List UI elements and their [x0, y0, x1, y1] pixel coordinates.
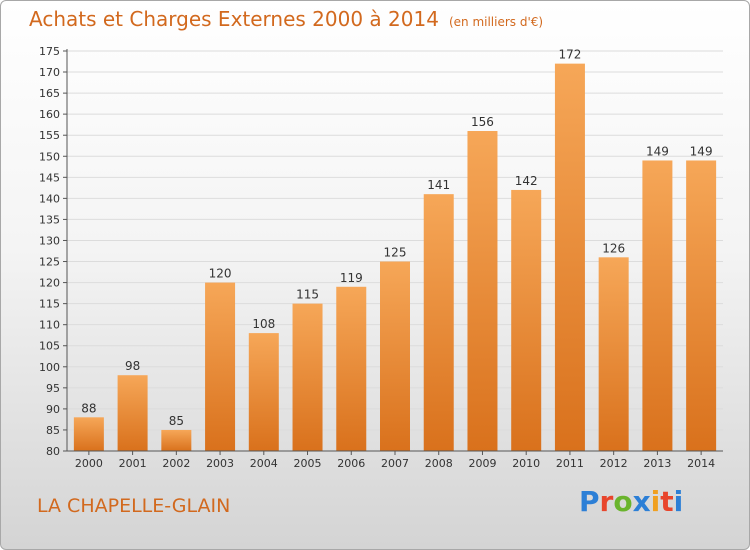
- bar-value-label: 142: [515, 174, 538, 188]
- x-tick-label: 2005: [294, 457, 322, 470]
- x-tick-label: 2008: [425, 457, 453, 470]
- x-tick-label: 2009: [468, 457, 496, 470]
- chart-title-text: Achats et Charges Externes 2000 à 2014: [29, 7, 439, 31]
- x-tick-label: 2006: [337, 457, 365, 470]
- y-tick-label: 165: [39, 87, 60, 100]
- x-tick-label: 2014: [687, 457, 715, 470]
- bar-value-label: 115: [296, 288, 319, 302]
- chart-unit: (en milliers d'€): [448, 15, 544, 29]
- y-tick-label: 175: [39, 45, 60, 58]
- x-tick-label: 2002: [162, 457, 190, 470]
- x-tick-label: 2004: [250, 457, 278, 470]
- bar-value-label: 149: [646, 144, 669, 158]
- y-tick-label: 145: [39, 171, 60, 184]
- x-tick-label: 2011: [556, 457, 584, 470]
- y-tick-label: 140: [39, 192, 60, 205]
- bar: [686, 160, 717, 451]
- y-tick-label: 80: [46, 445, 60, 458]
- bar: [598, 257, 629, 451]
- y-tick-label: 110: [39, 319, 60, 332]
- bars-layer: [73, 63, 717, 451]
- chart-title: Achats et Charges Externes 2000 à 2014 (e…: [29, 7, 543, 31]
- x-tick-label: 2012: [600, 457, 628, 470]
- bar: [511, 189, 542, 451]
- bar: [642, 160, 673, 451]
- bar-value-label: 172: [558, 48, 581, 62]
- x-tick-label: 2010: [512, 457, 540, 470]
- bar: [117, 375, 148, 451]
- commune-name: LA CHAPELLE-GLAIN: [37, 495, 231, 517]
- y-tick-label: 155: [39, 129, 60, 142]
- y-tick-label: 125: [39, 256, 60, 269]
- bar: [336, 286, 367, 451]
- bar: [554, 63, 585, 451]
- y-tick-label: 115: [39, 298, 60, 311]
- x-tick-label: 2003: [206, 457, 234, 470]
- bar-value-label: 125: [384, 246, 407, 260]
- y-tick-label: 160: [39, 108, 60, 121]
- bar-value-label: 98: [125, 359, 140, 373]
- y-tick-label: 150: [39, 150, 60, 163]
- y-tick-label: 135: [39, 213, 60, 226]
- x-tick-label: 2007: [381, 457, 409, 470]
- bar-value-label: 85: [169, 414, 184, 428]
- logo-letter: o: [613, 485, 633, 518]
- bar-value-label: 126: [602, 241, 625, 255]
- y-tick-label: 120: [39, 277, 60, 290]
- x-tick-label: 2001: [119, 457, 147, 470]
- bar-value-label: 156: [471, 115, 494, 129]
- bar-value-label: 120: [209, 267, 232, 281]
- y-tick-label: 100: [39, 361, 60, 374]
- bar: [248, 333, 279, 451]
- bar: [423, 194, 454, 451]
- bar: [205, 282, 236, 451]
- x-tick-label: 2013: [643, 457, 671, 470]
- x-tick-label: 2000: [75, 457, 103, 470]
- bar: [73, 417, 104, 451]
- bar-value-label: 108: [252, 317, 275, 331]
- axis-layer: 80 85 90 95 100 105 110 115 120 125 130 135 140 145 15…: [39, 45, 723, 470]
- bar-value-label: 88: [81, 401, 96, 415]
- bar-value-label: 141: [427, 178, 450, 192]
- y-tick-label: 90: [46, 403, 60, 416]
- logo-letter: r: [599, 485, 614, 518]
- bar-value-label: 149: [690, 144, 713, 158]
- bar-value-label: 119: [340, 271, 363, 285]
- bar: [292, 303, 323, 451]
- y-tick-label: 170: [39, 66, 60, 79]
- y-tick-label: 105: [39, 340, 60, 353]
- logo-letter: i: [673, 485, 684, 518]
- bar: [161, 429, 192, 451]
- bar: [467, 131, 498, 451]
- logo-letter: i: [650, 485, 661, 518]
- bar: [380, 261, 410, 451]
- y-tick-label: 85: [46, 424, 60, 437]
- proxiti-logo[interactable]: Proxiti: [579, 485, 683, 518]
- logo-letter: t: [660, 485, 674, 518]
- labels-layer: 88 98 85 120 108 115 119 125 141 156 142 172 126 149 1…: [81, 48, 712, 428]
- logo-letter: x: [632, 485, 651, 518]
- logo-letter: P: [579, 485, 600, 518]
- y-tick-label: 130: [39, 234, 60, 247]
- y-tick-label: 95: [46, 382, 60, 395]
